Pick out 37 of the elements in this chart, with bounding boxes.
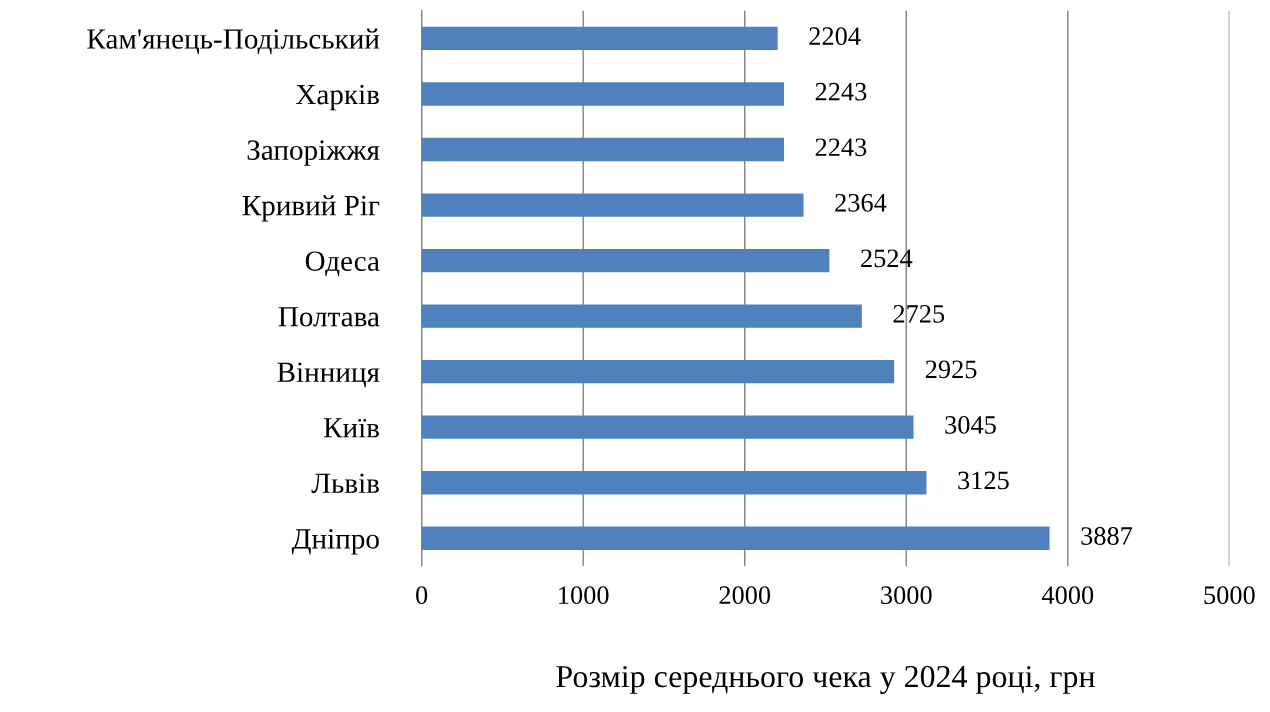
bar	[421, 193, 804, 217]
y-tick-label: Дніпро	[291, 529, 379, 555]
y-tick-label: Київ	[323, 418, 379, 438]
bar	[421, 26, 778, 51]
data-label: 2243	[815, 138, 867, 157]
data-label: 2725	[893, 305, 945, 323]
bar	[421, 526, 1050, 550]
x-tick-label: 5000	[1204, 586, 1255, 605]
bar	[421, 248, 830, 273]
y-tick-label: Запоріжжя	[247, 140, 380, 166]
bar	[421, 360, 895, 384]
y-tick-label: Кривий Ріг	[242, 195, 380, 222]
x-tick-label: 3000	[881, 586, 932, 605]
x-tick-label: 0	[416, 586, 428, 605]
data-label: 2524	[861, 249, 913, 268]
x-tick-label: 4000	[1041, 586, 1094, 605]
y-tick-label: Кам'янець-Подільський	[87, 28, 380, 55]
data-label: 3125	[958, 471, 1009, 490]
data-label: 2243	[815, 82, 867, 101]
data-label: 2925	[925, 360, 977, 379]
data-label: 2364	[835, 193, 887, 212]
bar	[421, 471, 927, 495]
x-tick-label: 2000	[719, 586, 771, 605]
y-tick-label: Полтава	[278, 307, 380, 327]
bar	[421, 304, 862, 328]
data-label: 3045	[945, 416, 996, 434]
y-tick-label: Львів	[311, 473, 379, 494]
y-tick-label: Вінниця	[277, 362, 380, 388]
y-tick-label: Одеса	[305, 251, 380, 277]
x-tick-label: 1000	[559, 586, 609, 605]
bar	[421, 137, 784, 162]
bar	[421, 82, 784, 106]
bar	[421, 415, 914, 439]
data-label: 2204	[809, 27, 861, 46]
x-axis-title: Розмір середнього чека у 2024 році, грн	[556, 665, 1095, 694]
y-tick-label: Харків	[295, 84, 379, 111]
data-label: 3887	[1081, 527, 1133, 545]
